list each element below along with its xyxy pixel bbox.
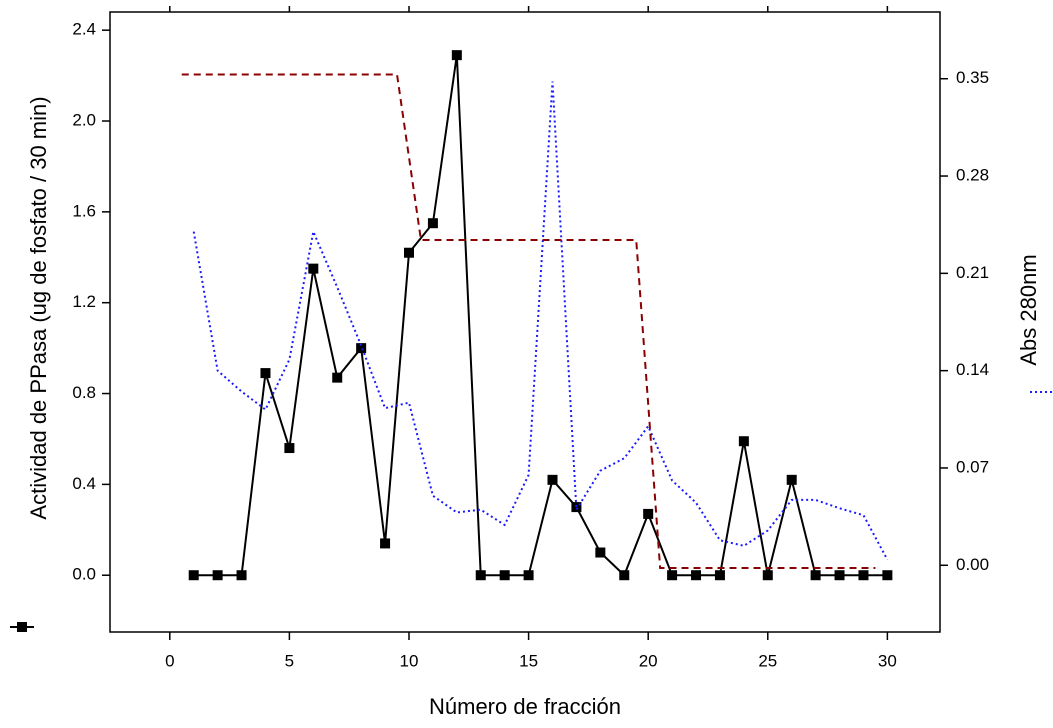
x-tick-label: 5 [285, 651, 294, 670]
y-tick-label: 1.2 [72, 292, 96, 311]
y-tick-label: 2.4 [72, 20, 96, 39]
point [523, 570, 534, 581]
point [451, 50, 462, 61]
y2-tick-label: 0.07 [956, 457, 989, 476]
y-tick-label: 1.6 [72, 201, 96, 220]
y-tick-label: 0.0 [72, 565, 96, 584]
point [810, 570, 821, 581]
point [762, 570, 773, 581]
series-line [192, 81, 889, 561]
x-tick-label: 20 [639, 651, 658, 670]
point [738, 436, 749, 447]
x-tick-label: 25 [758, 651, 777, 670]
point [284, 443, 295, 454]
x-tick-label: 30 [878, 651, 897, 670]
x-axis-label: Número de fracción [429, 694, 621, 719]
plot-frame [109, 11, 941, 633]
x-tick-label: 10 [400, 651, 419, 670]
point [714, 570, 725, 581]
series-line [181, 73, 876, 570]
y-tick-label: 0.4 [72, 474, 96, 493]
point [499, 570, 510, 581]
point [595, 547, 606, 558]
point [380, 538, 391, 549]
point [427, 218, 438, 229]
point [643, 508, 654, 519]
point [619, 570, 630, 581]
point [188, 570, 199, 581]
point [571, 502, 582, 513]
x-tick-label: 0 [165, 651, 174, 670]
point [212, 570, 223, 581]
point [834, 570, 845, 581]
y2-tick-label: 0.35 [956, 68, 989, 87]
point [882, 570, 893, 581]
point [356, 343, 367, 354]
y2-tick-label: 0.28 [956, 166, 989, 185]
point [236, 570, 247, 581]
point [403, 247, 414, 258]
y2-tick-label: 0.00 [956, 555, 989, 574]
point [547, 474, 558, 485]
y-axis-label: Actividad de PPasa (ug de fosfato / 30 m… [26, 96, 51, 519]
point [308, 263, 319, 274]
y-tick-label: 2.0 [72, 110, 96, 129]
point [260, 368, 271, 379]
point [332, 372, 343, 383]
y2-tick-label: 0.14 [956, 360, 989, 379]
y2-tick-label: 0.21 [956, 263, 989, 282]
legend-marker [17, 622, 27, 632]
legend-black [10, 622, 34, 632]
point [667, 570, 678, 581]
y2-axis-label: Abs 280nm [1016, 254, 1041, 365]
point [786, 474, 797, 485]
series-line [193, 55, 888, 577]
x-tick-label: 15 [519, 651, 538, 670]
point [858, 570, 869, 581]
point [475, 570, 486, 581]
y-tick-label: 0.8 [72, 383, 96, 402]
point [691, 570, 702, 581]
